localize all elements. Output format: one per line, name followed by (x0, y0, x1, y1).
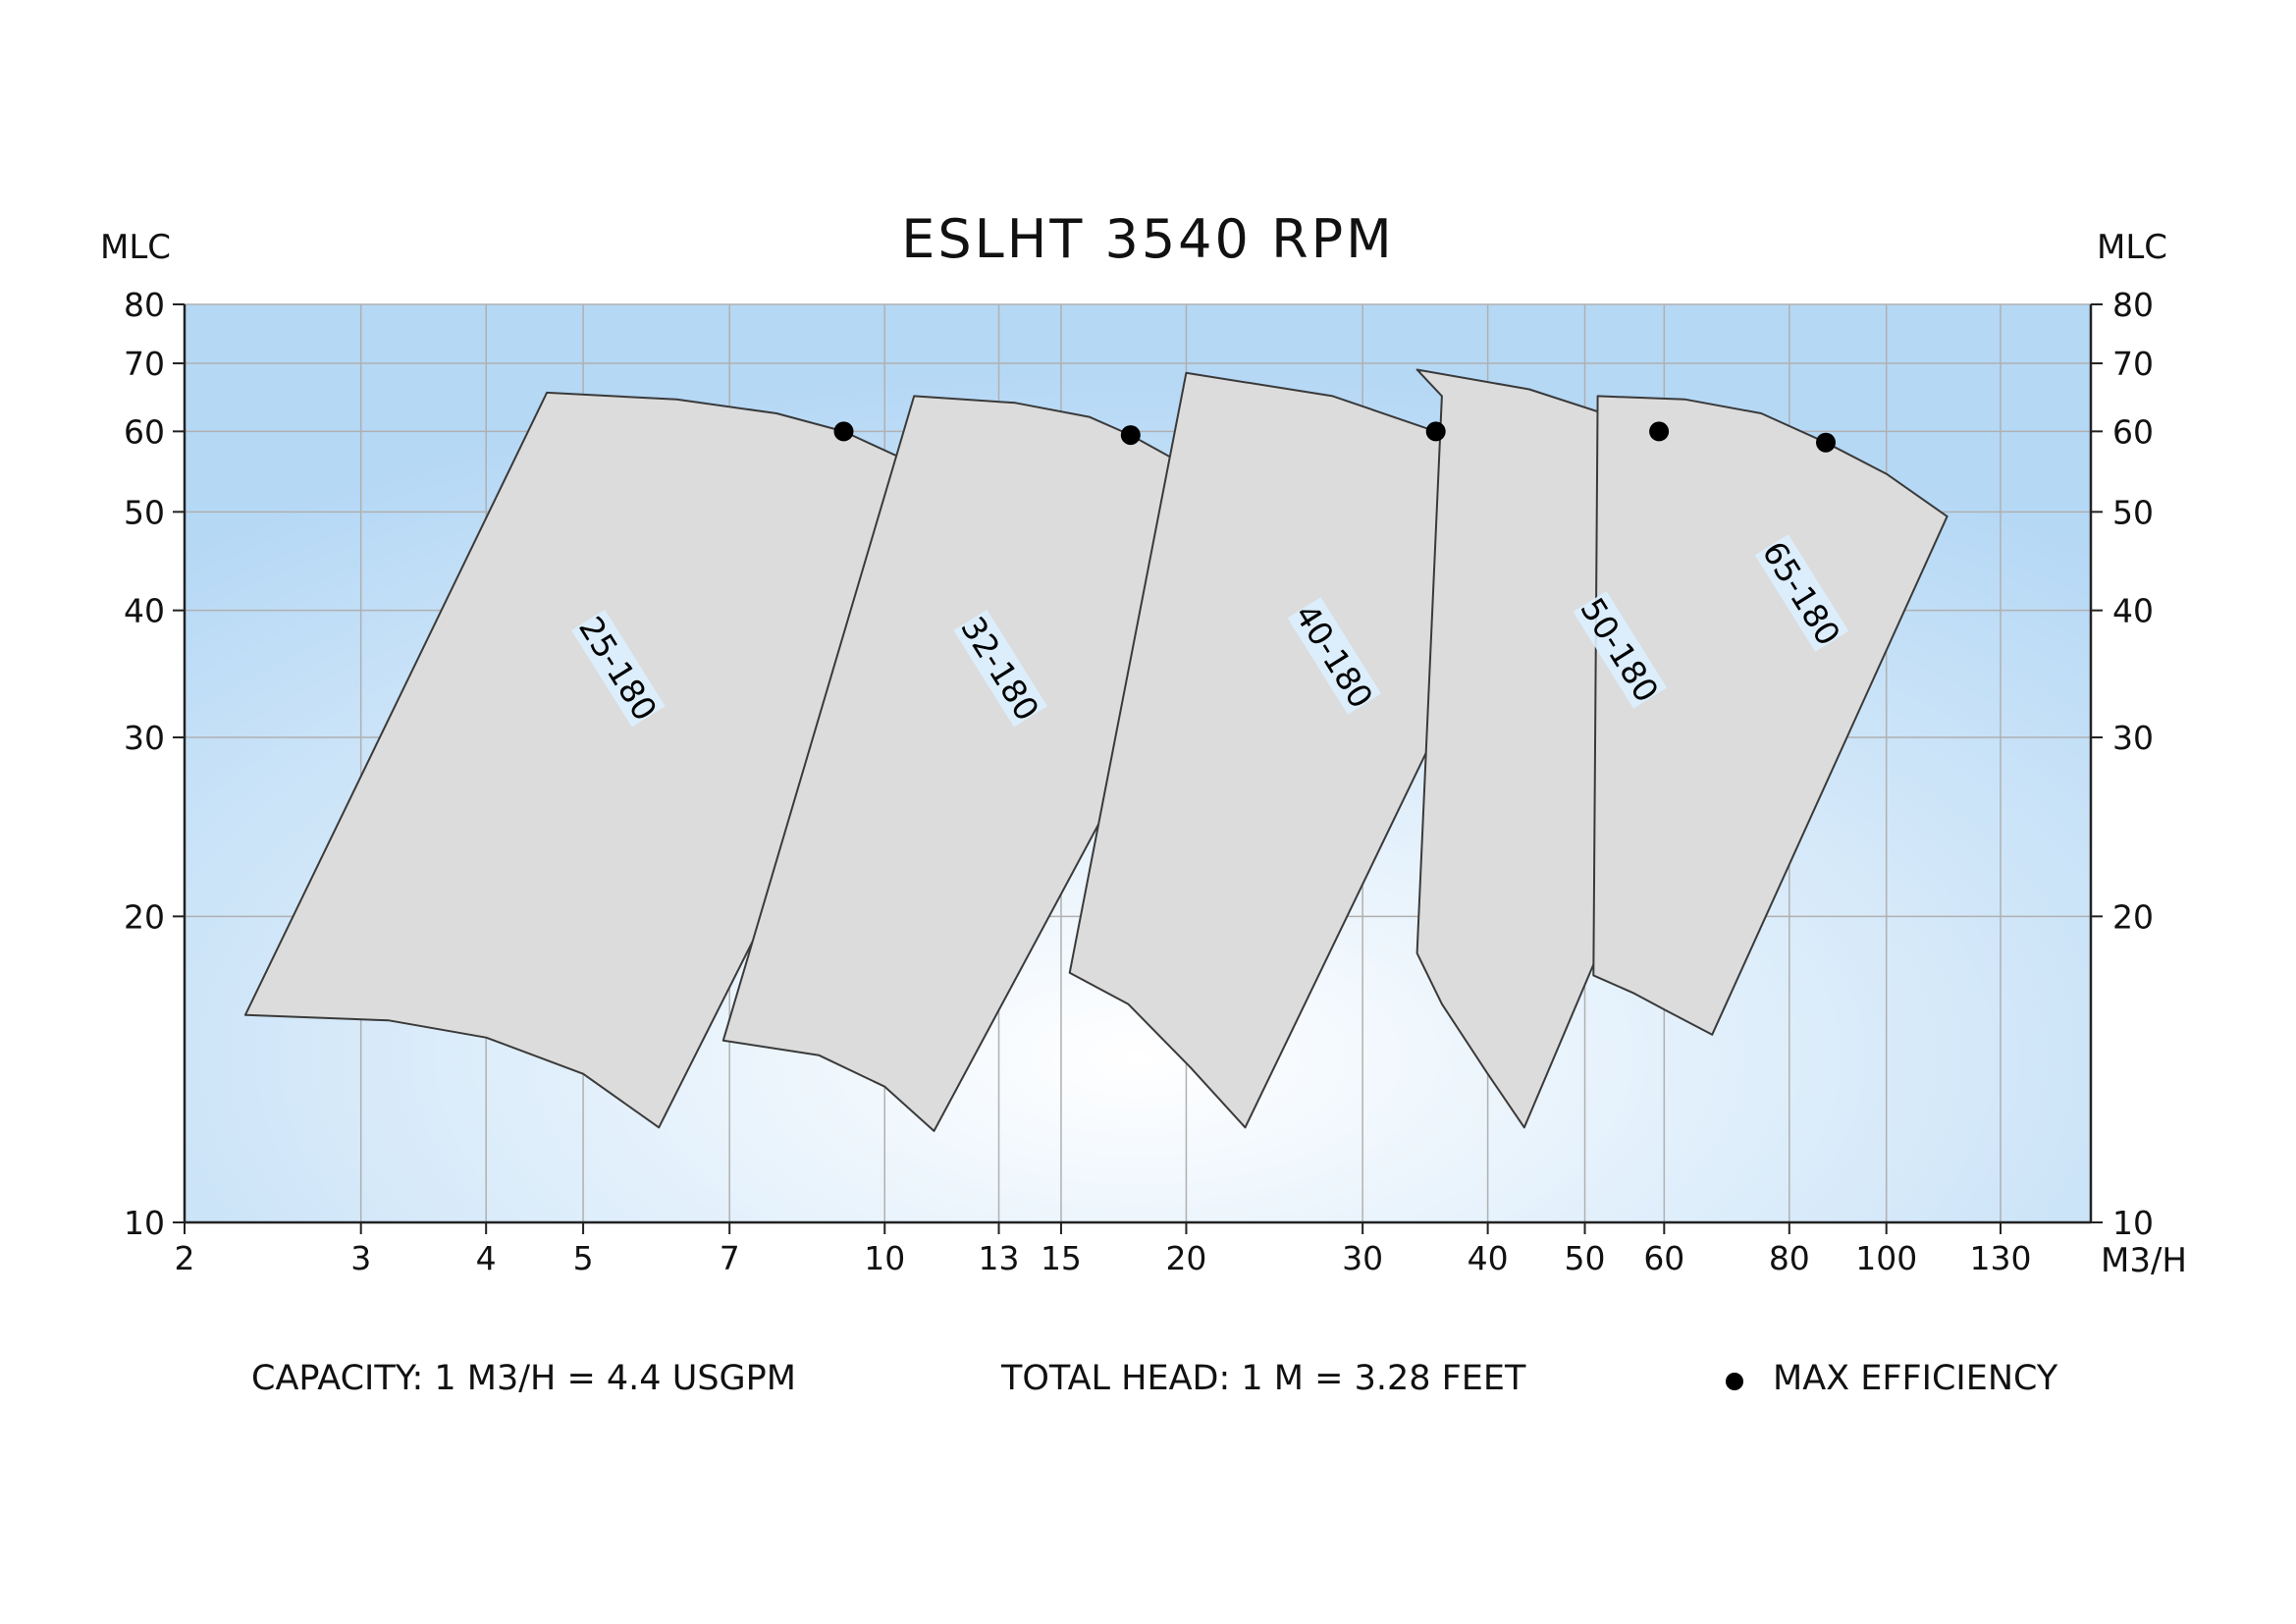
y-tick-label-right: 40 (2112, 592, 2154, 630)
x-tick-label: 3 (350, 1239, 371, 1277)
axes: 2 3 4 5 7 10 13 15 20 30 40 50 60 80 100 130 10 10 20 20 30 3… (124, 286, 2154, 1277)
y-tick-label-right: 80 (2112, 286, 2154, 324)
y-axis-label-left: MLC (100, 228, 172, 267)
y-tick-label-left: 10 (124, 1204, 165, 1242)
y-tick-label-left: 30 (124, 719, 165, 757)
head-note: TOTAL HEAD: 1 M = 3.28 FEET (1001, 1359, 1526, 1398)
x-tick-label: 7 (720, 1239, 740, 1277)
max-efficiency-point-40-180 (1425, 421, 1446, 442)
series-label-bg (1573, 590, 1667, 709)
x-tick-label: 30 (1342, 1239, 1383, 1277)
series-label-bg (571, 609, 666, 728)
y-tick-label-left: 80 (124, 286, 165, 324)
series-label-bg (953, 609, 1047, 728)
x-axis-label: M3/H (2101, 1241, 2187, 1280)
x-tick-label: 4 (476, 1239, 497, 1277)
y-tick-label-right: 20 (2112, 897, 2154, 936)
series: 25-180 32-180 40-180 50-180 65-180 (243, 368, 1949, 1132)
x-tick-label: 13 (979, 1239, 1020, 1277)
y-tick-label-left: 60 (124, 412, 165, 451)
y-tick-label-right: 70 (2112, 345, 2154, 383)
max-efficiency-point-32-180 (1120, 425, 1141, 446)
chart-title: ESLHT 3540 RPM (901, 208, 1395, 270)
x-tick-label: 20 (1165, 1239, 1206, 1277)
x-tick-label: 2 (175, 1239, 195, 1277)
x-tick-label: 40 (1468, 1239, 1509, 1277)
x-tick-label: 10 (864, 1239, 905, 1277)
series-label-bg (1287, 597, 1381, 715)
y-tick-label-right: 60 (2112, 412, 2154, 451)
capacity-note: CAPACITY: 1 M3/H = 4.4 USGPM (251, 1359, 796, 1398)
max-efficiency-point-25-180 (833, 421, 854, 442)
x-tick-label: 5 (573, 1239, 594, 1277)
y-tick-label-right: 10 (2112, 1204, 2154, 1242)
y-tick-label-left: 70 (124, 345, 165, 383)
curve-region-65-180 (1592, 395, 1949, 1036)
x-tick-label: 60 (1643, 1239, 1684, 1277)
x-tick-label: 50 (1565, 1239, 1606, 1277)
y-tick-label-left: 20 (124, 897, 165, 936)
legend-dot-icon (1726, 1373, 1743, 1390)
series-65-180 (1592, 395, 1949, 1036)
x-tick-label: 80 (1769, 1239, 1810, 1277)
y-tick-label-left: 40 (124, 592, 165, 630)
y-tick-label-left: 50 (124, 493, 165, 531)
y-tick-label-right: 30 (2112, 719, 2154, 757)
y-axis-label-right: MLC (2097, 228, 2168, 267)
legend-max-efficiency: MAX EFFICIENCY (1773, 1359, 2058, 1398)
x-tick-label: 130 (1969, 1239, 2031, 1277)
x-tick-label: 100 (1855, 1239, 1917, 1277)
max-efficiency-point-65-180 (1816, 432, 1836, 453)
y-tick-label-right: 50 (2112, 493, 2154, 531)
max-efficiency-point-50-180 (1649, 421, 1670, 442)
x-tick-label: 15 (1041, 1239, 1082, 1277)
series-label-bg (1754, 534, 1849, 652)
